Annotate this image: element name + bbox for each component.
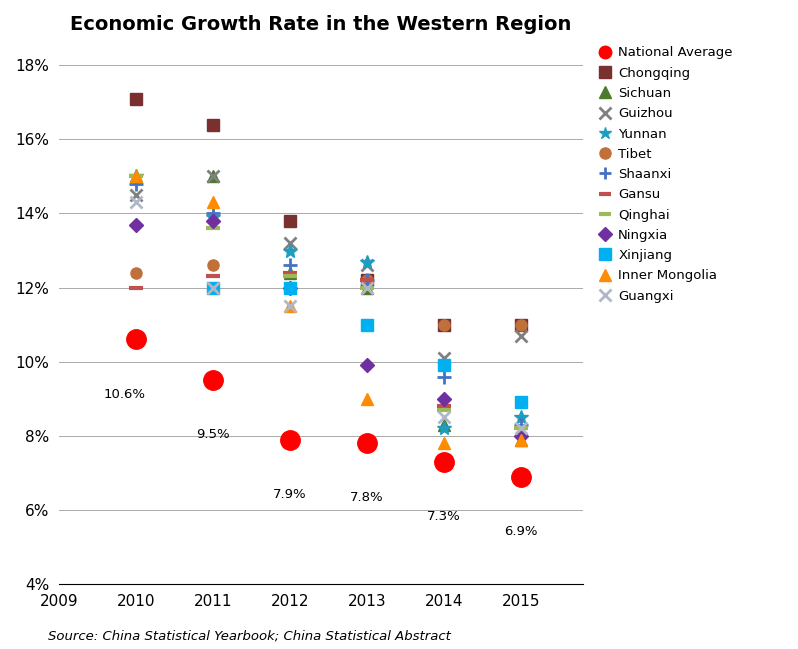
Text: 7.9%: 7.9% [273, 488, 306, 501]
Text: Source: China Statistical Yearbook; China Statistical Abstract: Source: China Statistical Yearbook; Chin… [48, 630, 451, 643]
Text: 9.5%: 9.5% [196, 428, 230, 441]
Title: Economic Growth Rate in the Western Region: Economic Growth Rate in the Western Regi… [70, 15, 571, 34]
Legend: National Average, Chongqing, Sichuan, Guizhou, Yunnan, Tibet, Shaanxi, Gansu, Qi: National Average, Chongqing, Sichuan, Gu… [595, 43, 737, 306]
Text: 10.6%: 10.6% [103, 387, 145, 400]
Text: 6.9%: 6.9% [504, 525, 538, 538]
Text: 7.8%: 7.8% [350, 491, 384, 504]
Text: 7.3%: 7.3% [427, 510, 460, 523]
